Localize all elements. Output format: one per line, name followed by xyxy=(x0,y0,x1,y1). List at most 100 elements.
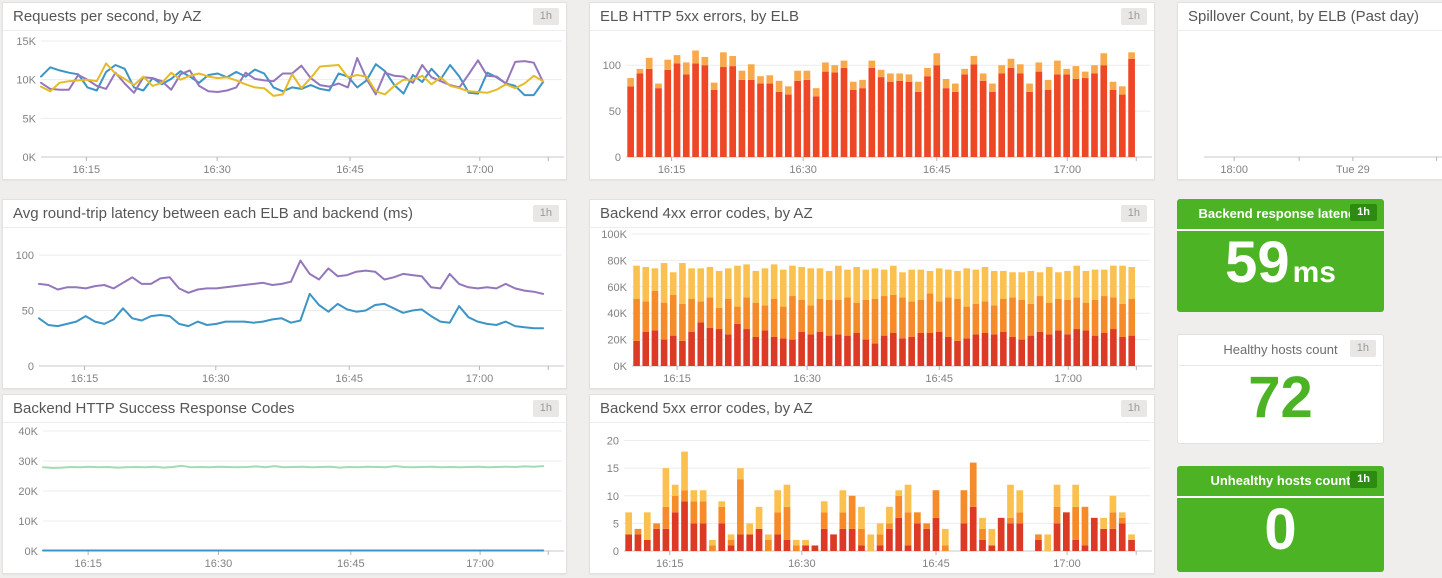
svg-text:17:00: 17:00 xyxy=(1054,373,1082,385)
tile-title: Unhealthy hosts count xyxy=(1210,473,1351,488)
panel-spillover-count: Spillover Count, by ELB (Past day) 18:00… xyxy=(1177,2,1442,180)
panel-title: Requests per second, by AZ xyxy=(13,8,202,25)
svg-text:17:00: 17:00 xyxy=(466,164,494,176)
panel-title: Avg round-trip latency between each ELB … xyxy=(13,205,413,222)
panel-backend-4xx-errors: Backend 4xx error codes, by AZ 1h 0K 20K 4… xyxy=(589,199,1155,389)
panel-title: ELB HTTP 5xx errors, by ELB xyxy=(600,8,799,25)
tile-title: Healthy hosts count xyxy=(1223,342,1338,357)
panel-header: Spillover Count, by ELB (Past day) xyxy=(1178,3,1442,31)
svg-text:18:00: 18:00 xyxy=(1220,164,1248,176)
svg-text:16:15: 16:15 xyxy=(663,373,691,385)
svg-text:0: 0 xyxy=(615,152,621,164)
svg-text:0: 0 xyxy=(613,546,619,558)
svg-text:16:30: 16:30 xyxy=(788,558,816,570)
svg-text:50: 50 xyxy=(22,306,34,318)
tile-header: Healthy hosts count 1h xyxy=(1178,335,1383,365)
svg-text:16:15: 16:15 xyxy=(656,558,684,570)
svg-text:40K: 40K xyxy=(607,308,627,320)
svg-text:5K: 5K xyxy=(23,113,37,125)
tile-header: Backend response latency 1h xyxy=(1177,199,1384,229)
panel-header: Backend 4xx error codes, by AZ 1h xyxy=(590,200,1154,228)
panel-header: Requests per second, by AZ 1h xyxy=(3,3,566,31)
timeframe-badge: 1h xyxy=(1120,205,1147,222)
panel-header: Backend 5xx error codes, by AZ 1h xyxy=(590,395,1154,423)
svg-text:17:00: 17:00 xyxy=(1054,164,1082,176)
panel-backend-success-codes: Backend HTTP Success Response Codes 1h 0… xyxy=(2,394,567,574)
svg-text:16:45: 16:45 xyxy=(923,164,951,176)
requests-per-second-chart[interactable]: 0K 5K 10K 15K 16:15 16:30 16:45 17:00 xyxy=(3,31,566,179)
tile-value: 0 xyxy=(1177,498,1384,561)
backend-5xx-errors-chart[interactable]: 0 5 10 15 20 16:15 16:30 16:45 17:00 xyxy=(590,423,1154,573)
panel-header: ELB HTTP 5xx errors, by ELB 1h xyxy=(590,3,1154,31)
svg-text:16:30: 16:30 xyxy=(789,164,817,176)
tile-value: 72 xyxy=(1178,366,1383,429)
svg-text:0: 0 xyxy=(28,361,34,373)
timeframe-badge: 1h xyxy=(532,400,559,417)
svg-text:0K: 0K xyxy=(614,361,628,373)
svg-text:17:00: 17:00 xyxy=(466,558,494,570)
svg-text:30K: 30K xyxy=(18,456,38,468)
timeframe-badge: 1h xyxy=(1349,340,1376,357)
svg-text:20K: 20K xyxy=(607,335,627,347)
svg-text:16:45: 16:45 xyxy=(922,558,950,570)
tile-divider xyxy=(1177,496,1384,498)
panel-title: Backend HTTP Success Response Codes xyxy=(13,400,295,417)
svg-text:17:00: 17:00 xyxy=(1053,558,1081,570)
panel-requests-per-second: Requests per second, by AZ 1h 0K 5K 10K 15K… xyxy=(2,2,567,180)
roundtrip-latency-chart[interactable]: 0 50 100 16:15 16:30 16:45 17:00 xyxy=(3,228,566,388)
panel-title: Backend 4xx error codes, by AZ xyxy=(600,205,813,222)
svg-text:40K: 40K xyxy=(18,426,38,438)
panel-backend-5xx-errors: Backend 5xx error codes, by AZ 1h 0 5 10 15… xyxy=(589,394,1155,574)
tile-header: Unhealthy hosts count 1h xyxy=(1177,466,1384,496)
backend-4xx-errors-chart[interactable]: 0K 20K 40K 60K 80K 100K 16:15 16:30 16:45 17:00 xyxy=(590,228,1154,388)
svg-text:Tue 29: Tue 29 xyxy=(1336,164,1370,176)
svg-text:16:15: 16:15 xyxy=(71,373,99,385)
svg-text:60K: 60K xyxy=(607,282,627,294)
timeframe-badge: 1h xyxy=(1120,8,1147,25)
timeframe-badge: 1h xyxy=(1350,204,1377,221)
panel-header: Backend HTTP Success Response Codes 1h xyxy=(3,395,566,423)
svg-text:16:30: 16:30 xyxy=(205,558,233,570)
latency-value: 59 xyxy=(1225,230,1290,295)
timeframe-badge: 1h xyxy=(1350,471,1377,488)
svg-text:50: 50 xyxy=(609,106,621,118)
tile-unhealthy-hosts-count[interactable]: Unhealthy hosts count 1h 0 xyxy=(1177,466,1384,572)
backend-success-codes-chart[interactable]: 0K 10K 20K 30K 40K 16:15 16:30 16:45 17:00 xyxy=(3,423,566,573)
svg-text:0K: 0K xyxy=(23,152,37,164)
svg-text:16:45: 16:45 xyxy=(336,164,364,176)
svg-text:16:30: 16:30 xyxy=(202,373,230,385)
panel-header: Avg round-trip latency between each ELB … xyxy=(3,200,566,228)
timeframe-badge: 1h xyxy=(1120,400,1147,417)
panel-elb-5xx-errors: ELB HTTP 5xx errors, by ELB 1h 0 50 100 16:… xyxy=(589,2,1155,180)
svg-text:16:45: 16:45 xyxy=(335,373,363,385)
svg-text:20K: 20K xyxy=(18,486,38,498)
svg-text:15: 15 xyxy=(607,463,619,475)
tile-healthy-hosts-count[interactable]: Healthy hosts count 1h 72 xyxy=(1177,334,1384,444)
tile-divider xyxy=(1177,229,1384,231)
elb-5xx-errors-chart[interactable]: 0 50 100 16:15 16:30 16:45 17:00 xyxy=(590,31,1154,179)
svg-text:20: 20 xyxy=(607,436,619,448)
unhealthy-hosts-value: 0 xyxy=(1264,497,1297,562)
svg-text:5: 5 xyxy=(613,518,619,530)
svg-text:16:45: 16:45 xyxy=(925,373,953,385)
svg-text:0K: 0K xyxy=(25,546,39,558)
svg-text:10K: 10K xyxy=(18,516,38,528)
svg-text:16:30: 16:30 xyxy=(793,373,821,385)
svg-text:15K: 15K xyxy=(16,36,36,48)
svg-text:16:45: 16:45 xyxy=(337,558,365,570)
tile-divider xyxy=(1179,365,1382,366)
svg-text:17:00: 17:00 xyxy=(466,373,494,385)
tile-value: 59 ms xyxy=(1177,231,1384,294)
timeframe-badge: 1h xyxy=(532,8,559,25)
spillover-count-chart[interactable]: 18:00 Tue 29 xyxy=(1178,31,1442,179)
tile-backend-response-latency[interactable]: Backend response latency 1h 59 ms xyxy=(1177,199,1384,312)
svg-text:80K: 80K xyxy=(607,255,627,267)
svg-text:10K: 10K xyxy=(16,75,36,87)
panel-title: Spillover Count, by ELB (Past day) xyxy=(1188,8,1419,25)
healthy-hosts-value: 72 xyxy=(1248,365,1313,430)
timeframe-badge: 1h xyxy=(532,205,559,222)
panel-title: Backend 5xx error codes, by AZ xyxy=(600,400,813,417)
svg-text:100: 100 xyxy=(603,60,621,72)
svg-text:16:15: 16:15 xyxy=(73,164,101,176)
svg-text:100K: 100K xyxy=(601,229,627,241)
